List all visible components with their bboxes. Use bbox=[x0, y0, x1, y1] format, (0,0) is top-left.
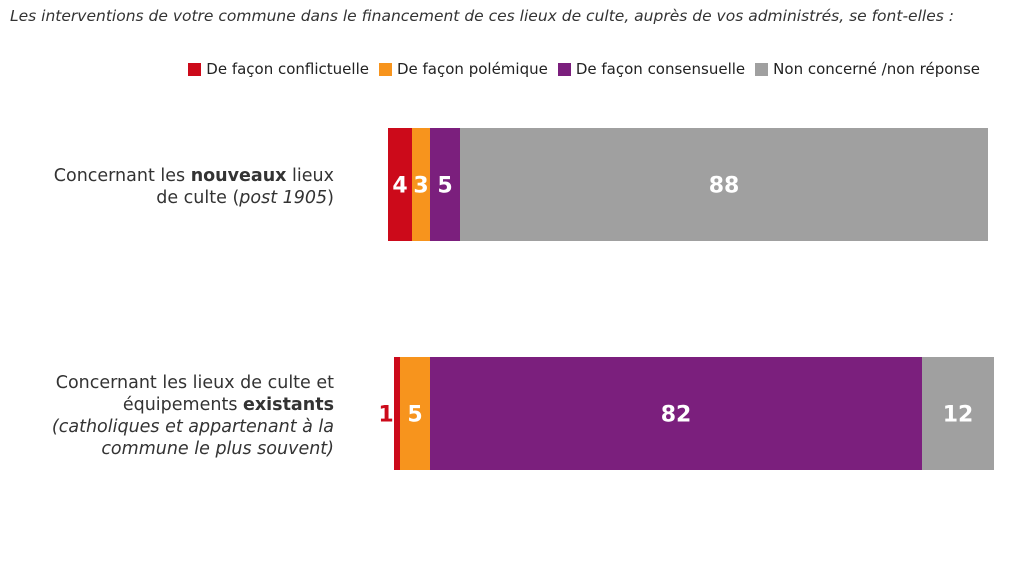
legend-swatch bbox=[755, 62, 769, 76]
bar-segment-non-concerne bbox=[922, 357, 994, 470]
category-label-line: commune le plus souvent) bbox=[101, 439, 334, 459]
legend-label: Non concerné /non réponse bbox=[773, 60, 980, 78]
bar-segment-consensuelle bbox=[430, 128, 460, 241]
category-label-line: Concernant les nouveaux lieux bbox=[53, 166, 334, 186]
legend-item-polemique: De façon polémique bbox=[378, 60, 548, 78]
legend-swatch bbox=[557, 62, 571, 76]
bar-segment-conflictuelle bbox=[394, 357, 400, 470]
data-label: 1 bbox=[378, 403, 393, 428]
legend-swatch bbox=[188, 62, 202, 76]
data-label: 82 bbox=[661, 403, 692, 428]
data-label: 5 bbox=[437, 174, 452, 199]
legend-swatch bbox=[378, 62, 392, 76]
category-label-nouveaux: Concernant les nouveaux lieux de culte (… bbox=[14, 165, 334, 209]
legend-label: De façon consensuelle bbox=[575, 60, 746, 78]
chart-legend: De façon conflictuelle De façon polémiqu… bbox=[178, 60, 980, 78]
category-label-line: (catholiques et appartenant à la bbox=[51, 417, 334, 437]
legend-label: De façon conflictuelle bbox=[206, 60, 369, 78]
data-label: 5 bbox=[407, 403, 422, 428]
legend-item-consensuelle: De façon consensuelle bbox=[557, 60, 746, 78]
category-label-existants: Concernant les lieux de culte et équipem… bbox=[14, 372, 334, 460]
data-label: 4 bbox=[392, 174, 407, 199]
category-label-line: de culte (post 1905) bbox=[156, 188, 334, 208]
legend-label: De façon polémique bbox=[396, 60, 548, 78]
bar-segment-non-concerne bbox=[460, 128, 988, 241]
category-label-line: équipements existants bbox=[122, 395, 334, 415]
category-label-line: Concernant les lieux de culte et bbox=[55, 373, 334, 393]
data-label: 12 bbox=[943, 403, 974, 428]
bar-segment-consensuelle bbox=[430, 357, 922, 470]
legend-item-non-concerne: Non concerné /non réponse bbox=[755, 60, 980, 78]
bar-segment-polemique bbox=[412, 128, 430, 241]
data-label: 3 bbox=[413, 174, 428, 199]
legend-item-conflictuelle: De façon conflictuelle bbox=[188, 60, 369, 78]
question-text: Les interventions de votre commune dans … bbox=[10, 7, 954, 25]
bar-segment-conflictuelle bbox=[388, 128, 412, 241]
data-label: 88 bbox=[709, 174, 740, 199]
bar-segment-polemique bbox=[400, 357, 430, 470]
